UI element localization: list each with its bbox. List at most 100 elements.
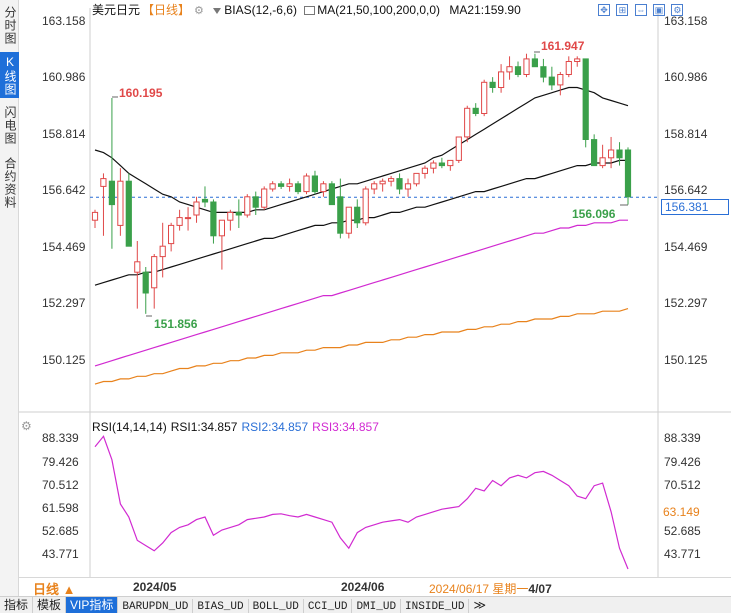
candle-up xyxy=(362,188,369,224)
price-tick-label: 154.469 xyxy=(664,240,708,254)
period-button[interactable]: 日线 ▲ xyxy=(33,582,76,597)
candle-down xyxy=(591,139,598,167)
toolbar-tab[interactable]: VIP指标 xyxy=(66,597,119,613)
image-icon[interactable]: ▣ xyxy=(653,4,666,16)
fit-icon[interactable]: ⇔ xyxy=(634,4,647,16)
toolbar-more-button[interactable]: ≫ xyxy=(473,598,487,612)
date-axis: 日线 ▲ 2024/05 2024/06 2024/06/17 星期一4/07 xyxy=(19,577,731,597)
candle-down xyxy=(294,183,302,193)
candle-up xyxy=(193,201,200,216)
rsi-tick-label: 79.426 xyxy=(42,455,79,469)
price-tick-label: 152.297 xyxy=(42,296,86,310)
toolbar-tab[interactable]: BARUPDN_UD xyxy=(118,599,194,613)
ma21-line xyxy=(94,86,629,213)
bias-indicator[interactable]: BIAS(12,-6,6) xyxy=(213,1,297,19)
candle-down xyxy=(616,149,623,159)
candle-up xyxy=(244,196,251,216)
candle-up xyxy=(608,149,615,159)
price-tick-label: 160.986 xyxy=(42,70,86,84)
rsi-tick-label: 43.771 xyxy=(42,547,79,561)
settings-icon[interactable]: ⚙ xyxy=(671,4,684,16)
candle-down xyxy=(142,271,149,294)
ma-toggle-icon xyxy=(304,6,316,16)
candle-up xyxy=(413,172,420,185)
candle-down xyxy=(210,201,217,237)
candle-up xyxy=(176,217,183,226)
ma100-line xyxy=(94,219,628,367)
rsi-tick-label: 88.339 xyxy=(42,431,79,445)
dropdown-triangle-icon xyxy=(213,7,222,14)
candle-up xyxy=(447,159,454,167)
gear-icon[interactable]: ⚙ xyxy=(194,5,204,17)
candle-up xyxy=(100,178,107,187)
candle-up xyxy=(404,183,412,190)
candle-down xyxy=(624,149,632,198)
candle-up xyxy=(430,162,437,169)
window-controls: ✥ ⊞ ⇔ ▣ ⚙ xyxy=(598,2,686,16)
annotation-low-1: 151.856 xyxy=(154,317,198,331)
toolbar-tab[interactable]: BOLL_UD xyxy=(249,599,304,613)
toolbar-tab[interactable]: INSIDE_UD xyxy=(401,599,470,613)
grid-icon[interactable]: ⊞ xyxy=(616,4,629,16)
rsi-tick-label: 43.771 xyxy=(664,547,701,561)
tab-contract-info[interactable]: 合约资料 xyxy=(3,157,17,209)
candle-up xyxy=(261,188,268,208)
candle-up xyxy=(371,183,378,190)
candle-up xyxy=(599,157,606,167)
candle-up xyxy=(227,211,234,221)
candle-down xyxy=(354,206,361,224)
expand-icon[interactable]: ✥ xyxy=(598,4,610,16)
candle-up xyxy=(168,224,175,245)
annotation-high-1: 160.195 xyxy=(119,86,163,100)
rsi3-value: RSI3:34.857 xyxy=(312,420,379,434)
toolbar-tab[interactable]: 指标 xyxy=(0,597,34,613)
candle-up xyxy=(498,71,505,89)
rsi2-value: RSI2:34.857 xyxy=(241,420,309,434)
toolbar-tab[interactable]: 模板 xyxy=(33,597,67,613)
toolbar-tab[interactable]: BIAS_UD xyxy=(193,599,249,613)
cursor-date-tail: 4/07 xyxy=(528,582,552,596)
candle-up xyxy=(117,180,124,226)
candle-down xyxy=(548,76,555,86)
candle-down xyxy=(311,175,318,193)
ma21-value: MA21:159.90 xyxy=(449,3,521,17)
rsi1-value: RSI1:34.857 xyxy=(170,420,238,434)
rsi-marker-tag: 63.149 xyxy=(661,504,729,520)
candle-up xyxy=(320,183,327,193)
candle-up xyxy=(379,180,386,185)
price-tick-label: 156.642 xyxy=(42,183,86,197)
candle-up xyxy=(455,136,462,161)
tab-kline[interactable]: K线图 xyxy=(0,52,19,98)
candle-up xyxy=(184,217,192,220)
candle-up xyxy=(506,66,513,73)
candle-up xyxy=(91,211,99,221)
annotation-high-2: 161.947 xyxy=(541,39,585,53)
toolbar-tab[interactable]: CCI_UD xyxy=(304,599,353,613)
ma-label: MA(21,50,100,200,0,0) xyxy=(317,3,441,17)
candle-down xyxy=(328,183,335,206)
price-tick-label: 163.158 xyxy=(664,14,708,28)
chart-header: 美元日元 【日线】 ⚙ BIAS(12,-6,6) MA(21,50,100,200… xyxy=(92,1,521,19)
candle-down xyxy=(396,178,403,190)
candle-up xyxy=(464,107,471,138)
rsi-header: RSI(14,14,14) RSI1:34.857 RSI2:34.857 RSI3:… xyxy=(92,420,383,434)
rsi-tick-label: 52.685 xyxy=(42,524,79,538)
rsi-line xyxy=(94,435,629,570)
candle-down xyxy=(514,66,522,75)
ma-indicator[interactable]: MA(21,50,100,200,0,0) xyxy=(304,1,440,19)
candle-up xyxy=(269,183,276,190)
candle-down xyxy=(582,58,589,140)
price-tick-label: 150.125 xyxy=(42,353,86,367)
candle-up xyxy=(134,261,141,273)
candle-up xyxy=(574,58,581,63)
price-tick-label: 150.125 xyxy=(664,353,708,367)
tab-timeshare[interactable]: 分时图 xyxy=(3,5,17,45)
cursor-date-text: 2024/06/17 星期一 xyxy=(429,582,529,596)
tab-flash[interactable]: 闪电图 xyxy=(3,105,17,145)
rsi-settings-icon[interactable]: ⚙ xyxy=(21,419,32,433)
candle-down xyxy=(337,196,344,234)
price-tick-label: 156.642 xyxy=(664,183,708,197)
period-selector[interactable]: 【日线】 xyxy=(142,3,191,17)
toolbar-tab[interactable]: DMI_UD xyxy=(352,599,402,613)
